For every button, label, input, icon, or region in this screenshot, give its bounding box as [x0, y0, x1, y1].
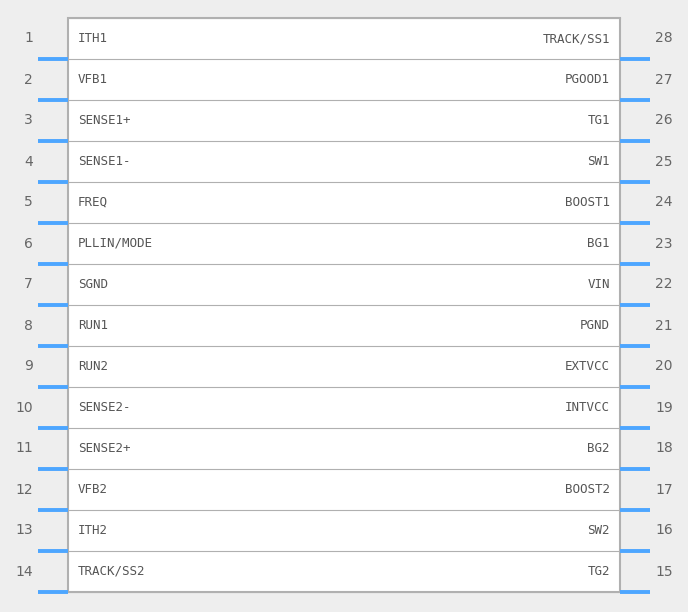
- Text: 24: 24: [655, 195, 672, 209]
- Text: 26: 26: [655, 113, 673, 127]
- Text: SW1: SW1: [588, 155, 610, 168]
- Text: VIN: VIN: [588, 278, 610, 291]
- Text: SENSE1+: SENSE1+: [78, 114, 131, 127]
- Text: 10: 10: [15, 400, 33, 414]
- Text: 23: 23: [655, 236, 672, 250]
- Text: BOOST1: BOOST1: [565, 196, 610, 209]
- Text: 22: 22: [655, 277, 672, 291]
- Text: 20: 20: [655, 359, 672, 373]
- Text: 1: 1: [24, 31, 33, 45]
- Text: SENSE2+: SENSE2+: [78, 442, 131, 455]
- Text: EXTVCC: EXTVCC: [565, 360, 610, 373]
- Text: 2: 2: [24, 72, 33, 86]
- Text: 19: 19: [655, 400, 673, 414]
- Text: PLLIN/MODE: PLLIN/MODE: [78, 237, 153, 250]
- Text: TRACK/SS1: TRACK/SS1: [543, 32, 610, 45]
- Text: 11: 11: [15, 441, 33, 455]
- Text: VFB2: VFB2: [78, 483, 108, 496]
- Text: 3: 3: [24, 113, 33, 127]
- Text: 5: 5: [24, 195, 33, 209]
- Text: ITH2: ITH2: [78, 524, 108, 537]
- Text: PGOOD1: PGOOD1: [565, 73, 610, 86]
- Text: SENSE2-: SENSE2-: [78, 401, 131, 414]
- Text: 17: 17: [655, 482, 673, 496]
- Text: BG1: BG1: [588, 237, 610, 250]
- Text: 7: 7: [24, 277, 33, 291]
- Text: 13: 13: [15, 523, 33, 537]
- Text: INTVCC: INTVCC: [565, 401, 610, 414]
- Text: 16: 16: [655, 523, 673, 537]
- Text: 27: 27: [655, 72, 672, 86]
- Text: 9: 9: [24, 359, 33, 373]
- Text: FREQ: FREQ: [78, 196, 108, 209]
- Text: BG2: BG2: [588, 442, 610, 455]
- Text: TG1: TG1: [588, 114, 610, 127]
- Text: 21: 21: [655, 318, 673, 332]
- Text: RUN2: RUN2: [78, 360, 108, 373]
- Text: 18: 18: [655, 441, 673, 455]
- Text: SENSE1-: SENSE1-: [78, 155, 131, 168]
- Text: BOOST2: BOOST2: [565, 483, 610, 496]
- Text: VFB1: VFB1: [78, 73, 108, 86]
- Text: ITH1: ITH1: [78, 32, 108, 45]
- Text: 14: 14: [15, 564, 33, 578]
- Text: 8: 8: [24, 318, 33, 332]
- Text: 6: 6: [24, 236, 33, 250]
- Text: 4: 4: [24, 154, 33, 168]
- Text: PGND: PGND: [580, 319, 610, 332]
- Text: 28: 28: [655, 31, 673, 45]
- Text: 25: 25: [655, 154, 672, 168]
- Bar: [68, 18, 620, 592]
- Text: SGND: SGND: [78, 278, 108, 291]
- Text: RUN1: RUN1: [78, 319, 108, 332]
- Text: SW2: SW2: [588, 524, 610, 537]
- Text: TRACK/SS2: TRACK/SS2: [78, 565, 145, 578]
- Text: 12: 12: [15, 482, 33, 496]
- Text: TG2: TG2: [588, 565, 610, 578]
- Text: 15: 15: [655, 564, 673, 578]
